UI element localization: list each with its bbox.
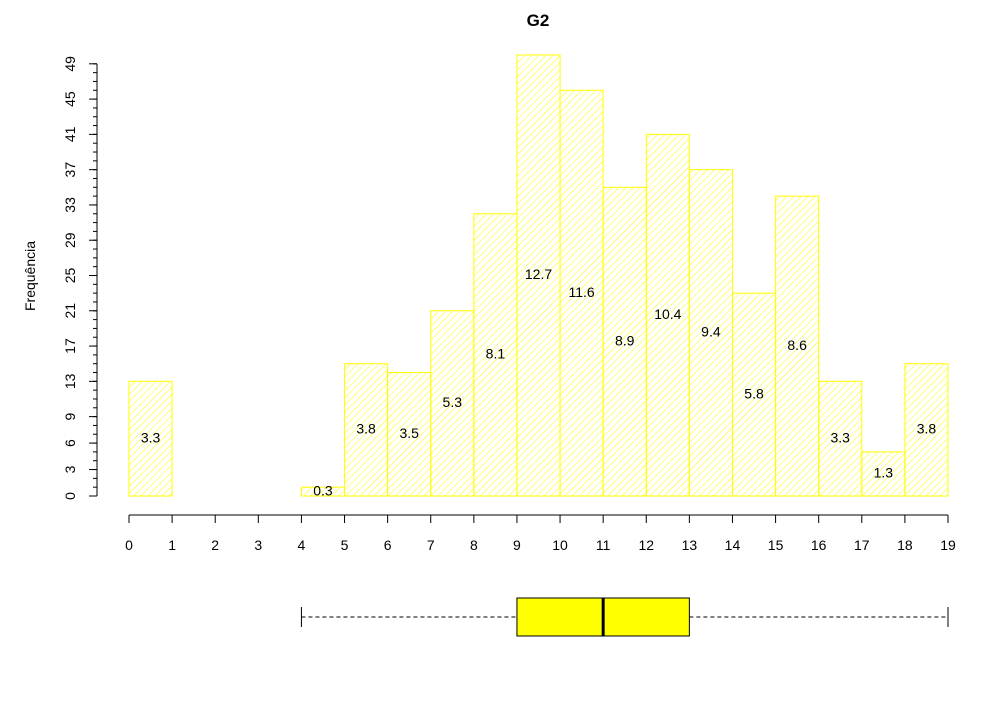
percent-labels-group: 3.3 0.3 3.8 3.5 5.3 8.1 12.7 11.6 8.9 10.4 9.4 5.8 8…: [141, 266, 937, 498]
x-tick-label: 0: [125, 537, 133, 553]
y-axis: 0 3 6 9 13 17 21 25 29 33 37 41 45 49: [62, 56, 98, 500]
bar-percent-label: 8.6: [787, 337, 807, 353]
bar-percent-label: 8.1: [486, 346, 506, 362]
y-tick-label: 6: [62, 439, 78, 447]
bar-percent-label: 10.4: [654, 306, 681, 322]
histogram-bar: [128, 380, 173, 497]
x-tick-label: 8: [470, 537, 478, 553]
bar-percent-label: 1.3: [874, 465, 894, 481]
y-tick-label: 37: [62, 162, 78, 178]
y-tick-label: 41: [62, 126, 78, 142]
histogram-bar: [731, 292, 777, 497]
x-tick-label: 17: [854, 537, 870, 553]
histogram-bar: [645, 133, 690, 497]
histogram-bar: [688, 169, 733, 497]
x-tick-label: 7: [427, 537, 435, 553]
x-tick-label: 2: [211, 537, 219, 553]
y-tick-label: 45: [62, 91, 78, 107]
bars-group: [128, 54, 949, 497]
bar-percent-label: 5.3: [443, 394, 463, 410]
x-tick-label: 5: [341, 537, 349, 553]
x-tick-label: 15: [768, 537, 784, 553]
chart-title: G2: [527, 11, 550, 30]
x-tick-label: 10: [552, 537, 568, 553]
x-tick-label: 1: [168, 537, 176, 553]
histogram-bar: [344, 363, 389, 497]
bar-percent-label: 8.9: [615, 332, 635, 348]
histogram-bar: [818, 380, 863, 497]
x-tick-label: 4: [298, 537, 306, 553]
bar-percent-label: 11.6: [568, 284, 594, 300]
bar-percent-label: 0.3: [313, 482, 333, 498]
x-tick-label: 13: [682, 537, 698, 553]
bar-percent-label: 9.4: [701, 324, 721, 340]
y-tick-label: 17: [62, 338, 78, 354]
bar-percent-label: 3.3: [831, 429, 851, 445]
y-tick-label: 21: [62, 303, 78, 319]
x-tick-label: 18: [897, 537, 913, 553]
histogram-bar: [516, 54, 561, 497]
bar-percent-label: 3.3: [141, 429, 161, 445]
y-tick-label: 9: [62, 413, 78, 421]
boxplot: [300, 597, 949, 637]
x-tick-label: 14: [725, 537, 741, 553]
y-tick-label: 0: [62, 492, 78, 500]
y-tick-label: 29: [62, 232, 78, 248]
histogram-bar: [559, 89, 604, 497]
histogram-bar: [602, 186, 647, 497]
bar-percent-label: 3.8: [356, 421, 376, 437]
y-tick-label: 33: [62, 197, 78, 213]
y-tick-label: 49: [62, 56, 78, 72]
y-axis-label: Frequência: [22, 241, 38, 311]
x-tick-label: 3: [254, 537, 262, 553]
x-axis: 0 1 2 3 4 5 6 7 8 9 10 11 12 13 14 15 16 17 18 19: [125, 514, 956, 553]
x-tick-label: 16: [811, 537, 827, 553]
bar-percent-label: 12.7: [525, 266, 552, 282]
x-tick-label: 12: [638, 537, 654, 553]
histogram-bar: [775, 195, 820, 497]
x-tick-label: 6: [384, 537, 392, 553]
bar-percent-label: 5.8: [744, 385, 764, 401]
histogram-bar: [904, 363, 949, 497]
bar-percent-label: 3.8: [917, 421, 937, 437]
x-tick-label: 19: [940, 537, 956, 553]
bar-percent-label: 3.5: [399, 425, 419, 441]
y-tick-label: 13: [62, 373, 78, 389]
x-tick-label: 11: [596, 537, 611, 553]
histogram-bar: [473, 213, 518, 497]
x-tick-label: 9: [513, 537, 521, 553]
histogram-bar: [861, 451, 906, 497]
y-tick-label: 3: [62, 465, 78, 473]
y-tick-label: 25: [62, 268, 78, 284]
